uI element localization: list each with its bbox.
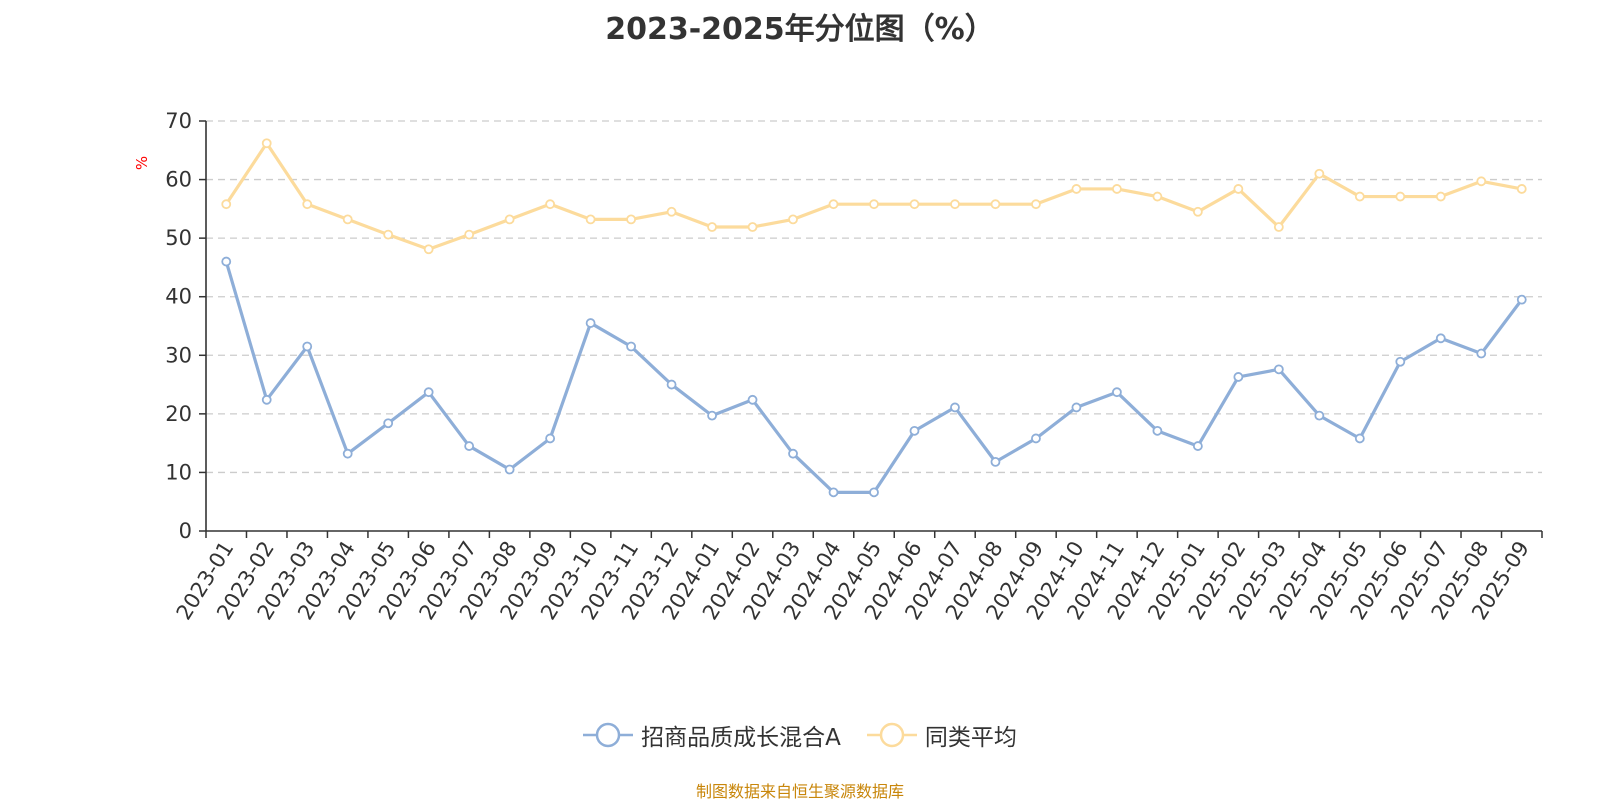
data-point[interactable] (423, 387, 434, 398)
axes (199, 120, 1543, 538)
data-point[interactable] (909, 425, 920, 436)
data-point[interactable] (1233, 372, 1244, 382)
data-point[interactable] (747, 222, 758, 232)
y-tick-labels: 0 10 20 30 40 50 60 70 (165, 109, 192, 543)
data-point[interactable] (869, 199, 879, 210)
data-point[interactable] (1435, 333, 1446, 344)
legend-item-series-1[interactable]: 招商品质成长混合A (583, 718, 841, 752)
data-point[interactable] (707, 410, 717, 421)
legend-marker-icon (866, 722, 917, 748)
chart-title: 2023-2025年分位图（%） (605, 12, 995, 47)
data-point[interactable] (1031, 433, 1041, 444)
data-point[interactable] (302, 199, 313, 210)
data-point[interactable] (950, 402, 960, 413)
y-tick-label: 70 (165, 109, 192, 133)
data-point[interactable] (666, 379, 677, 390)
data-point[interactable] (1071, 184, 1082, 194)
data-point[interactable] (221, 256, 232, 267)
series-line (224, 141, 1523, 251)
data-point[interactable] (1395, 191, 1406, 202)
data-point[interactable] (342, 448, 353, 459)
data-point[interactable] (1476, 348, 1487, 359)
data-point[interactable] (1476, 176, 1487, 187)
data-point[interactable] (221, 199, 232, 210)
data-point[interactable] (626, 341, 636, 352)
data-point[interactable] (666, 206, 677, 217)
data-point[interactable] (909, 199, 920, 210)
y-tick-label: 20 (165, 402, 192, 426)
y-tick-label: 10 (165, 460, 192, 484)
data-point[interactable] (869, 487, 879, 498)
data-point[interactable] (1233, 184, 1244, 194)
data-point[interactable] (261, 394, 272, 405)
data-point[interactable] (545, 433, 556, 444)
data-point[interactable] (504, 464, 515, 475)
legend-label: 招商品质成长混合A (641, 725, 841, 751)
legend-marker-icon (583, 722, 634, 748)
data-point[interactable] (302, 341, 313, 352)
data-point[interactable] (423, 244, 434, 255)
data-point[interactable] (950, 199, 960, 210)
data-point[interactable] (828, 487, 839, 498)
data-point[interactable] (585, 318, 596, 328)
y-axis-unit-label: % (133, 156, 151, 170)
legend: 招商品质成长混合A 同类平均 (0, 718, 1600, 752)
source-note: 制图数据来自恒生聚源数据库 (695, 782, 904, 801)
y-tick-label: 30 (165, 343, 192, 367)
data-point[interactable] (545, 199, 556, 210)
data-point[interactable] (990, 199, 1001, 210)
data-point[interactable] (1152, 425, 1163, 436)
data-point[interactable] (1516, 294, 1527, 305)
grid-lines (206, 120, 1542, 474)
data-point[interactable] (1112, 387, 1122, 398)
data-point[interactable] (464, 441, 475, 451)
data-point[interactable] (1314, 410, 1325, 421)
data-point[interactable] (1071, 402, 1082, 413)
data-point[interactable] (1031, 199, 1041, 210)
data-point[interactable] (464, 229, 475, 240)
y-tick-label: 0 (179, 519, 192, 543)
data-point[interactable] (1192, 206, 1203, 217)
data-point[interactable] (626, 214, 636, 225)
data-point[interactable] (342, 214, 353, 225)
data-point[interactable] (1516, 184, 1527, 194)
y-tick-label: 40 (165, 285, 192, 309)
data-point[interactable] (1273, 364, 1284, 375)
legend-item-series-2[interactable]: 同类平均 (866, 718, 1017, 752)
data-point[interactable] (585, 214, 596, 225)
data-point[interactable] (383, 229, 394, 240)
series-1 (221, 256, 1527, 498)
data-point[interactable] (504, 214, 515, 225)
data-point[interactable] (828, 199, 839, 210)
data-point[interactable] (990, 456, 1001, 467)
data-point[interactable] (383, 418, 394, 429)
y-tick-label: 60 (165, 168, 192, 192)
data-point[interactable] (1192, 441, 1203, 451)
data-point[interactable] (1354, 191, 1365, 202)
data-point[interactable] (1354, 433, 1365, 444)
data-point[interactable] (788, 448, 798, 459)
data-point[interactable] (747, 394, 758, 405)
data-point[interactable] (1112, 184, 1122, 194)
series-2 (221, 138, 1527, 255)
data-point[interactable] (1395, 356, 1406, 367)
data-point[interactable] (707, 222, 717, 232)
legend-label: 同类平均 (924, 725, 1017, 751)
x-tick-labels: 2023-012023-022023-032023-042023-052023-… (172, 537, 1534, 624)
data-point[interactable] (1314, 168, 1325, 179)
data-point[interactable] (261, 138, 272, 149)
data-point[interactable] (1435, 191, 1446, 202)
series-lines (221, 138, 1527, 498)
data-point[interactable] (1152, 191, 1163, 202)
data-point[interactable] (1273, 222, 1284, 232)
y-tick-label: 50 (165, 226, 192, 250)
data-point[interactable] (788, 214, 798, 225)
